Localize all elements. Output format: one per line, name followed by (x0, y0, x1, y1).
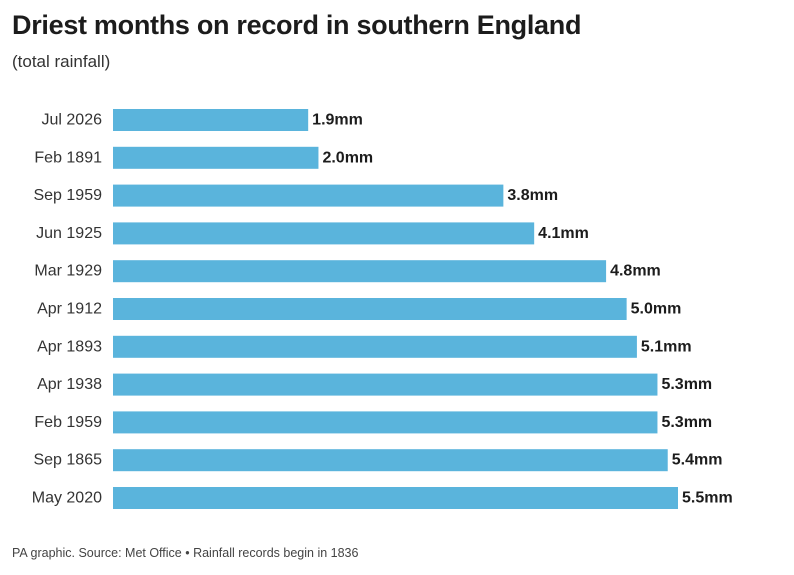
bar (113, 184, 504, 207)
category-label: Feb 1891 (34, 149, 102, 166)
value-label: 5.1mm (641, 338, 692, 355)
value-label: 4.8mm (610, 263, 661, 280)
category-label: Sep 1865 (33, 452, 102, 469)
value-label: 5.4mm (672, 452, 723, 469)
bars-group: Jul 2026 1.9mm Feb 1891 2.0mm Sep 1959 3.8mm J… (32, 109, 733, 509)
value-label: 2.0mm (322, 149, 373, 166)
value-label: 5.3mm (661, 376, 712, 393)
value-label: 1.9mm (312, 112, 363, 129)
category-label: Apr 1938 (37, 376, 102, 393)
category-label: Mar 1929 (34, 263, 102, 280)
bar (113, 146, 319, 169)
category-label: Jun 1925 (36, 225, 102, 242)
category-label: Sep 1959 (33, 187, 102, 204)
bar (113, 449, 668, 472)
bar (113, 222, 535, 245)
value-label: 5.0mm (631, 301, 682, 318)
value-label: 5.3mm (661, 414, 712, 431)
category-label: Feb 1959 (34, 414, 102, 431)
category-label: May 2020 (32, 490, 102, 507)
value-label: 3.8mm (507, 187, 558, 204)
value-label: 4.1mm (538, 225, 589, 242)
bar (113, 260, 607, 283)
chart-title: Driest months on record in southern Engl… (12, 10, 582, 40)
bar (113, 373, 658, 396)
category-label: Apr 1893 (37, 338, 102, 355)
bar (113, 298, 627, 320)
bar (113, 411, 658, 434)
value-label: 5.5mm (682, 490, 733, 507)
bar (113, 335, 637, 358)
bar (113, 109, 309, 131)
chart-subtitle: (total rainfall) (12, 52, 111, 71)
category-label: Jul 2026 (42, 112, 103, 129)
bar (113, 487, 678, 509)
category-label: Apr 1912 (37, 301, 102, 318)
source-footer: PA graphic. Source: Met Office • Rainfal… (12, 546, 359, 560)
